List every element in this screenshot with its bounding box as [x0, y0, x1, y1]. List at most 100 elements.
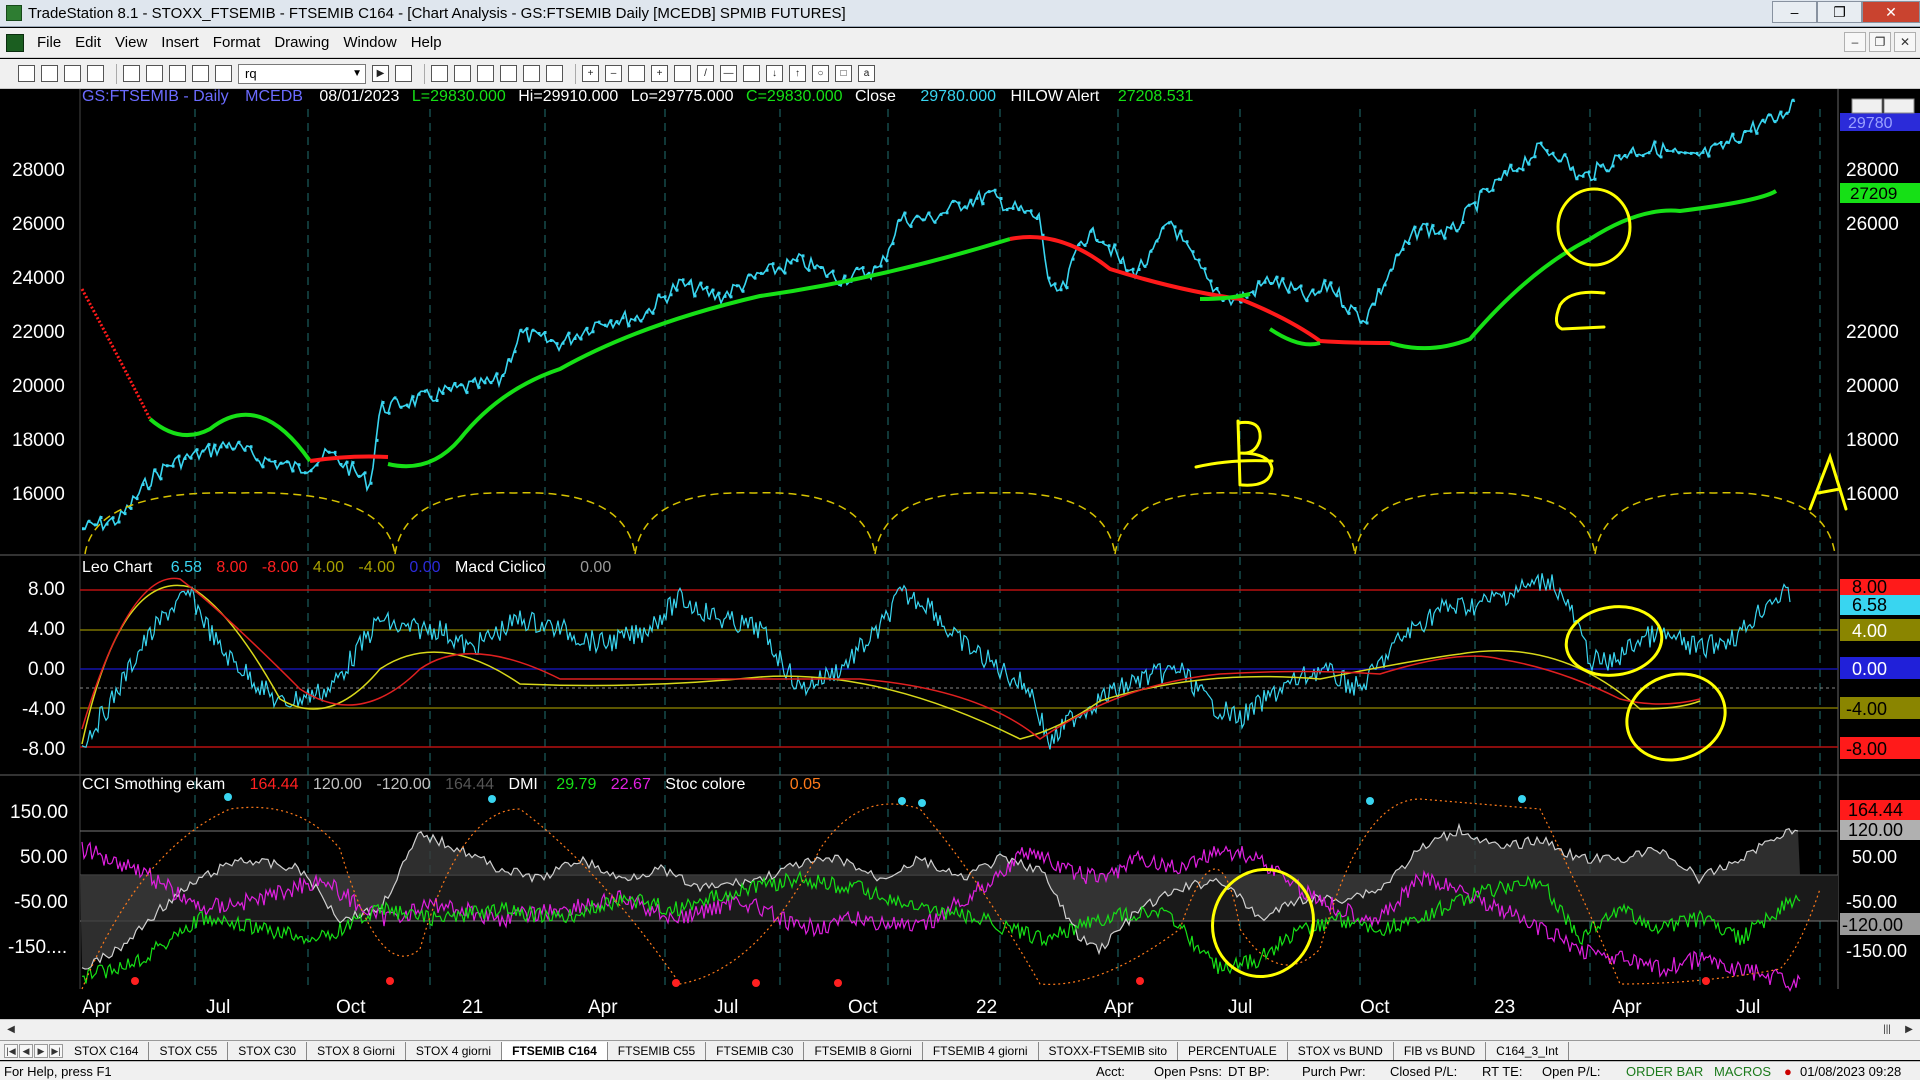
- tab-navigation: |◀ ◀ ▶ ▶|: [4, 1043, 64, 1058]
- menu-help[interactable]: Help: [410, 34, 442, 51]
- annotation-circle[interactable]: [1198, 855, 1329, 991]
- annotation-circle[interactable]: [1615, 660, 1738, 773]
- arrow-down-icon[interactable]: ↓: [766, 65, 783, 82]
- tab-last-icon[interactable]: ▶|: [49, 1043, 63, 1058]
- menu-insert[interactable]: Insert: [161, 34, 199, 51]
- tab-ftsemib-c164[interactable]: FTSEMIB C164: [502, 1041, 608, 1060]
- annotation-circle[interactable]: [1556, 187, 1632, 267]
- candles-icon[interactable]: [546, 65, 563, 82]
- rectangle-icon[interactable]: □: [835, 65, 852, 82]
- ellipse-icon[interactable]: ○: [812, 65, 829, 82]
- tab-ftsemib-8-giorni[interactable]: FTSEMIB 8 Giorni: [804, 1041, 923, 1060]
- globe-icon[interactable]: [215, 65, 232, 82]
- horizontal-line-icon[interactable]: —: [720, 65, 737, 82]
- tab-fib-vs-bund[interactable]: FIB vs BUND: [1394, 1041, 1487, 1060]
- hand-annotations[interactable]: [1194, 187, 1848, 991]
- tab-stox-c30[interactable]: STOX C30: [228, 1041, 308, 1060]
- tab-stox-c164[interactable]: STOX C164: [64, 1041, 150, 1060]
- annotation-c-shape[interactable]: [1555, 290, 1606, 331]
- axis-label: -50.00: [1846, 892, 1897, 912]
- level-marker: [1840, 737, 1920, 759]
- level-marker-label: 120.00: [1848, 820, 1903, 840]
- open-folder-icon[interactable]: [41, 65, 58, 82]
- save-icon[interactable]: [64, 65, 81, 82]
- window-icon[interactable]: [123, 65, 140, 82]
- annotation-circle[interactable]: [1562, 601, 1667, 682]
- tab-stox-vs-bund[interactable]: STOX vs BUND: [1288, 1041, 1394, 1060]
- crosshair-icon[interactable]: +: [651, 65, 668, 82]
- tab-stoxx-ftsemib-sito[interactable]: STOXX-FTSEMIB sito: [1039, 1041, 1179, 1060]
- tab-stox-4-giorni[interactable]: STOX 4 giorni: [406, 1041, 503, 1060]
- fibonacci-icon[interactable]: [743, 65, 760, 82]
- annotation-a-shape[interactable]: [1808, 452, 1848, 511]
- link-icon[interactable]: [192, 65, 209, 82]
- panel2-right-markers: 8.00 6.58 4.00 0.00 -4.00 -8.00: [1840, 577, 1920, 759]
- chevron-down-icon[interactable]: ▼: [352, 67, 362, 79]
- bars-icon[interactable]: [523, 65, 540, 82]
- tradestation-app-icon: [6, 5, 22, 21]
- menu-file[interactable]: File: [37, 34, 62, 51]
- tab-ftsemib-c55[interactable]: FTSEMIB C55: [608, 1041, 707, 1060]
- status-macros[interactable]: MACROS: [1714, 1064, 1772, 1079]
- axis-label: 18000: [12, 430, 65, 451]
- tab-ftsemib-c30[interactable]: FTSEMIB C30: [706, 1041, 805, 1060]
- chart-icon[interactable]: [431, 65, 448, 82]
- arrow-up-icon[interactable]: ↑: [789, 65, 806, 82]
- layout-icon[interactable]: [146, 65, 163, 82]
- horizontal-scrollbar[interactable]: ◀ ||| ▶: [0, 1019, 1920, 1040]
- tab-stox-8-giorni[interactable]: STOX 8 Giorni: [307, 1041, 406, 1060]
- level-marker-label: -4.00: [1846, 699, 1887, 719]
- search-icon[interactable]: [395, 65, 412, 82]
- panel-restore-button[interactable]: [1883, 98, 1915, 114]
- menu-drawing[interactable]: Drawing: [274, 34, 330, 51]
- tab-percentuale[interactable]: PERCENTUALE: [1178, 1041, 1288, 1060]
- chart-analysis-window[interactable]: GS:FTSEMIB - Daily MCEDB 08/01/2023 L=29…: [0, 88, 1920, 1019]
- mdi-restore-button[interactable]: ❐: [1869, 32, 1891, 52]
- matrix-icon[interactable]: [477, 65, 494, 82]
- menu-view[interactable]: View: [115, 34, 148, 51]
- scroll-grip-icon[interactable]: |||: [1883, 1024, 1891, 1035]
- tab-c164-3-int[interactable]: C164_3_Int: [1486, 1041, 1570, 1060]
- chart-canvas[interactable]: GS:FTSEMIB - Daily MCEDB 08/01/2023 L=29…: [0, 88, 1920, 1019]
- tab-first-icon[interactable]: |◀: [4, 1043, 18, 1058]
- pointer-icon[interactable]: [628, 65, 645, 82]
- go-arrow-icon[interactable]: ▶: [372, 65, 389, 82]
- x-axis-label: Apr: [588, 997, 618, 1018]
- close-button[interactable]: ✕: [1862, 1, 1920, 23]
- x-axis-label: Jul: [714, 997, 738, 1018]
- menu-window[interactable]: Window: [343, 34, 397, 51]
- x-axis-label: Apr: [82, 997, 112, 1018]
- print-icon[interactable]: [87, 65, 104, 82]
- scroll-right-icon[interactable]: ▶: [1905, 1024, 1913, 1035]
- radar-icon[interactable]: [454, 65, 471, 82]
- tab-ftsemib-4-giorni[interactable]: FTSEMIB 4 giorni: [923, 1041, 1039, 1060]
- scroll-left-icon[interactable]: ◀: [7, 1024, 15, 1035]
- menu-edit[interactable]: Edit: [75, 34, 102, 51]
- status-order-bar[interactable]: ORDER BAR: [1626, 1064, 1704, 1079]
- symbol-input[interactable]: rq ▼: [238, 63, 366, 84]
- tab-stox-c55[interactable]: STOX C55: [149, 1041, 229, 1060]
- chart-window-icon[interactable]: [6, 33, 24, 52]
- zoom-in-icon[interactable]: +: [582, 65, 599, 82]
- annotation-b-shape[interactable]: [1194, 419, 1274, 487]
- panel-minimize-button[interactable]: [1851, 98, 1883, 114]
- trendline-icon[interactable]: /: [697, 65, 714, 82]
- menu-format[interactable]: Format: [212, 34, 261, 51]
- tools-icon[interactable]: [674, 65, 691, 82]
- signal-dot: [224, 793, 232, 801]
- scanner-icon[interactable]: [500, 65, 517, 82]
- zoom-out-icon[interactable]: –: [605, 65, 622, 82]
- minimize-button[interactable]: –: [1772, 1, 1817, 23]
- mdi-minimize-button[interactable]: –: [1844, 32, 1866, 52]
- mdi-close-button[interactable]: ✕: [1894, 32, 1916, 52]
- lock-icon[interactable]: [169, 65, 186, 82]
- new-icon[interactable]: [18, 65, 35, 82]
- text-icon[interactable]: a: [858, 65, 875, 82]
- status-closed-pl: Closed P/L:: [1390, 1064, 1458, 1079]
- tab-prev-icon[interactable]: ◀: [19, 1043, 33, 1058]
- menu-bar: File Edit View Insert Format Drawing Win…: [0, 28, 1920, 58]
- axis-label: 0.00: [28, 659, 65, 680]
- maximize-button[interactable]: ❐: [1817, 1, 1862, 23]
- signal-dot: [1136, 977, 1144, 985]
- tab-next-icon[interactable]: ▶: [34, 1043, 48, 1058]
